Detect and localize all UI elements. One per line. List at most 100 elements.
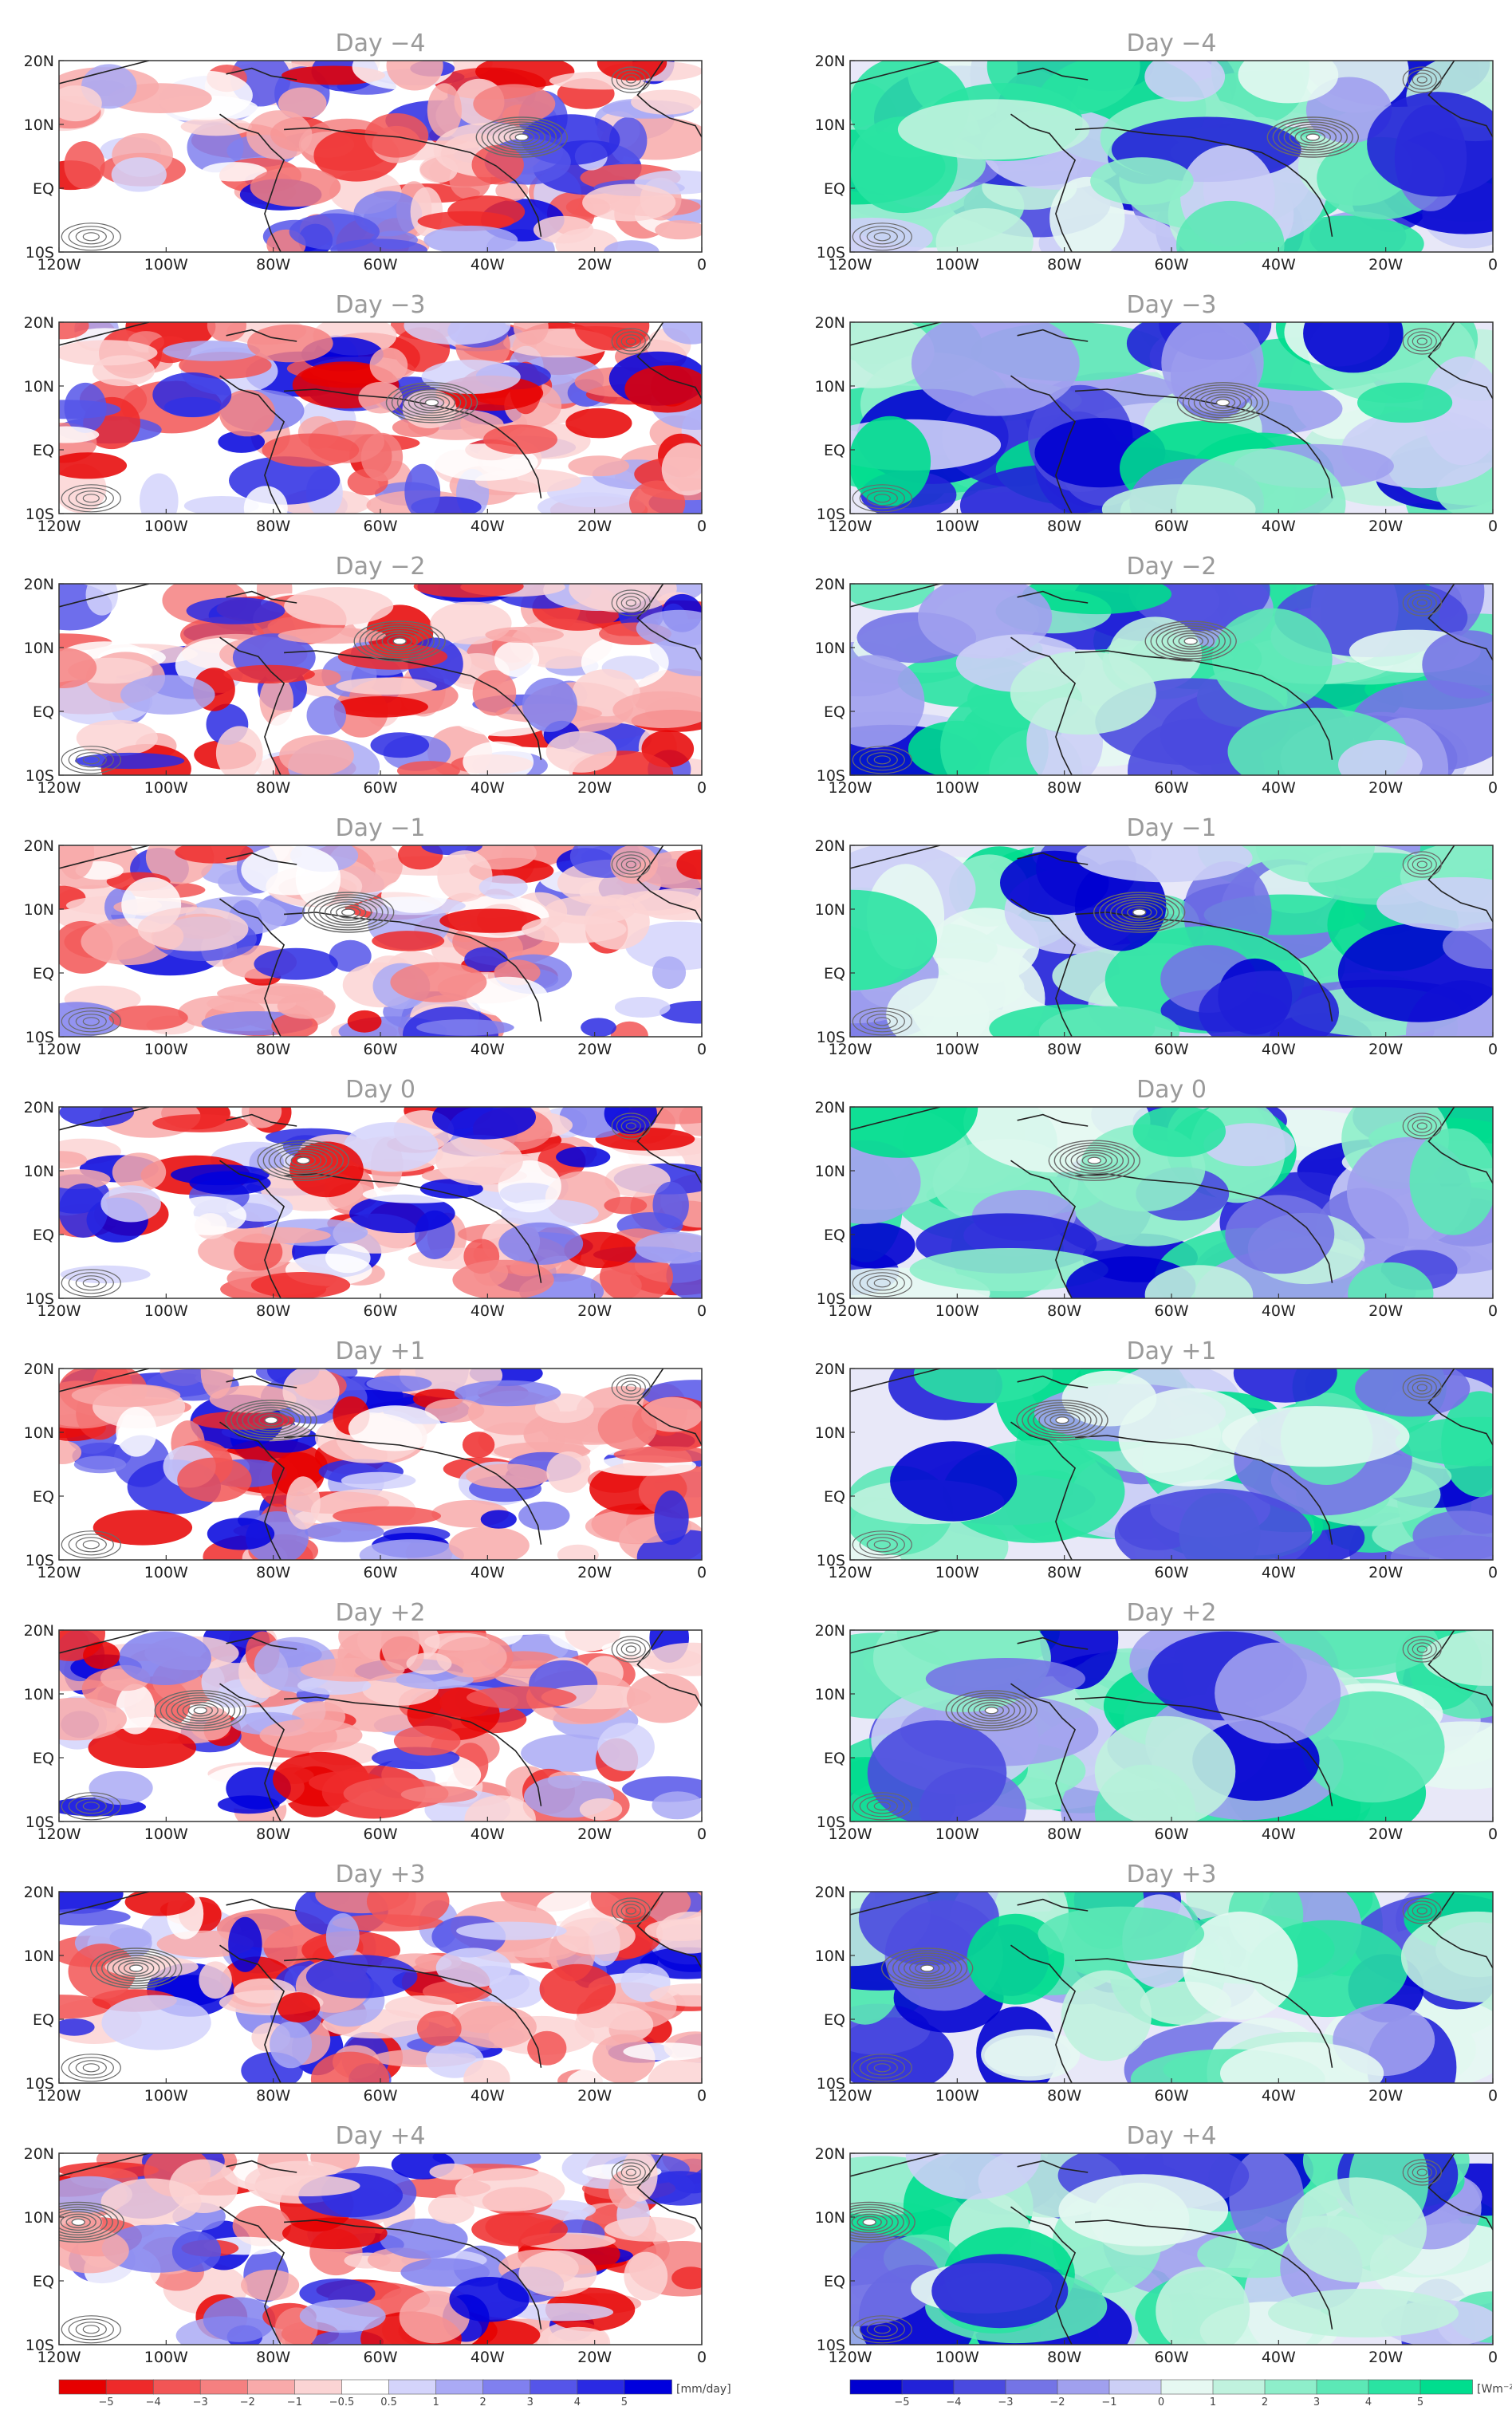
panel-title: Day +1 [336,1337,426,1365]
lon-tick-label: 20W [1368,779,1403,797]
panel-title: Day +4 [336,2122,426,2150]
lon-tick-label: 20W [577,256,612,274]
colorbar-bin [1161,2380,1214,2394]
lat-tick-label: 10N [24,1686,54,1703]
lat-tick-label: EQ [824,703,845,721]
lon-tick-label: 0 [697,1041,707,1058]
lon-tick-label: 80W [256,2349,290,2366]
lon-tick-label: 120W [37,779,81,797]
contour-line [515,134,528,140]
lon-tick-label: 0 [1488,779,1498,797]
lat-tick-label: 10N [815,640,845,657]
lon-tick-label: 80W [256,779,290,797]
lon-tick-label: 40W [471,779,505,797]
lat-tick-label: EQ [824,965,845,983]
lon-tick-label: 120W [828,2349,872,2366]
lon-tick-label: 100W [935,1825,979,1843]
lon-tick-label: 20W [1368,518,1403,535]
lon-tick-label: 40W [471,2349,505,2366]
colorbar-bin [624,2380,672,2394]
colorbar-tick-label: −3 [998,2396,1013,2408]
lon-tick-label: 80W [1047,1302,1081,1320]
lat-tick-label: 20N [24,2145,54,2163]
colorbar-bin [902,2380,955,2394]
lon-tick-label: 80W [1047,1564,1081,1581]
lat-tick-label: 10N [24,1947,54,1965]
left-anomaly-field [32,821,741,1062]
panel-title: Day +1 [1127,1337,1217,1365]
lat-tick-label: EQ [824,1227,845,1244]
lon-tick-label: 100W [935,2349,979,2366]
colorbar-bin [59,2380,107,2394]
lon-tick-label: 0 [697,1825,707,1843]
colorbar-bin [342,2380,390,2394]
lon-tick-label: 40W [471,1041,505,1058]
panel-title: Day −4 [1127,30,1217,57]
lat-tick-label: EQ [33,703,54,721]
lat-tick-label: 10N [24,116,54,134]
lat-tick-label: EQ [824,442,845,459]
lat-tick-label: EQ [33,442,54,459]
lon-tick-label: 80W [1047,779,1081,797]
lon-tick-label: 60W [364,518,398,535]
lat-tick-label: EQ [824,1488,845,1506]
lon-tick-label: 60W [364,2087,398,2105]
lat-tick-label: 20N [815,837,845,855]
lon-tick-label: 40W [1262,1564,1296,1581]
lat-tick-label: 20N [24,1361,54,1378]
lon-tick-label: 100W [144,2349,188,2366]
lat-tick-label: EQ [33,1488,54,1506]
lon-tick-label: 80W [1047,1041,1081,1058]
lon-tick-label: 20W [577,1564,612,1581]
lon-tick-label: 0 [1488,1041,1498,1058]
colorbar-bin [1368,2380,1421,2394]
lon-tick-label: 60W [1155,1041,1189,1058]
lat-tick-label: 20N [815,1622,845,1640]
colorbar-tick-label: 3 [1313,2396,1320,2408]
lon-tick-label: 60W [1155,1302,1189,1320]
left-anomaly-field [11,564,748,800]
panel-title: Day −4 [336,30,426,57]
contour-line [72,2219,85,2225]
lat-tick-label: EQ [33,1227,54,1244]
lon-tick-label: 40W [1262,518,1296,535]
lon-tick-label: 120W [828,1825,872,1843]
lon-tick-label: 0 [697,1564,707,1581]
lat-tick-label: 20N [815,2145,845,2163]
lon-tick-label: 60W [1155,779,1189,797]
lon-tick-label: 40W [471,1564,505,1581]
colorbar-tick-label: −1 [287,2396,302,2408]
lon-tick-label: 60W [364,1825,398,1843]
colorbar-tick-label: 4 [574,2396,581,2408]
panel-title: Day −3 [1127,291,1217,319]
lon-tick-label: 60W [364,1564,398,1581]
lat-tick-label: 20N [24,1884,54,1901]
lon-tick-label: 40W [1262,1041,1296,1058]
left-anomaly-field [22,2133,736,2365]
lon-tick-label: 20W [1368,256,1403,274]
lon-tick-label: 100W [935,256,979,274]
lon-tick-label: 40W [471,518,505,535]
lat-tick-label: 20N [815,576,845,593]
lat-tick-label: 20N [24,314,54,332]
panel-title: Day −2 [1127,553,1217,581]
lon-tick-label: 120W [828,779,872,797]
colorbar-bin [1265,2380,1317,2394]
lon-tick-label: 20W [577,518,612,535]
lon-tick-label: 40W [1262,1302,1296,1320]
lat-tick-label: EQ [824,1750,845,1767]
colorbar-tick-label: 1 [1210,2396,1216,2408]
colorbar-tick-label: 5 [1417,2396,1423,2408]
contour-line [194,1707,207,1714]
panel-title: Day +2 [336,1599,426,1627]
colorbar-bin [389,2380,437,2394]
lon-tick-label: 120W [828,2087,872,2105]
lon-tick-label: 20W [1368,2087,1403,2105]
lat-tick-label: 10N [815,1947,845,1965]
lon-tick-label: 20W [1368,1825,1403,1843]
colorbar-tick-label: −0.5 [329,2396,355,2408]
colorbar-tick-label: 2 [480,2396,486,2408]
